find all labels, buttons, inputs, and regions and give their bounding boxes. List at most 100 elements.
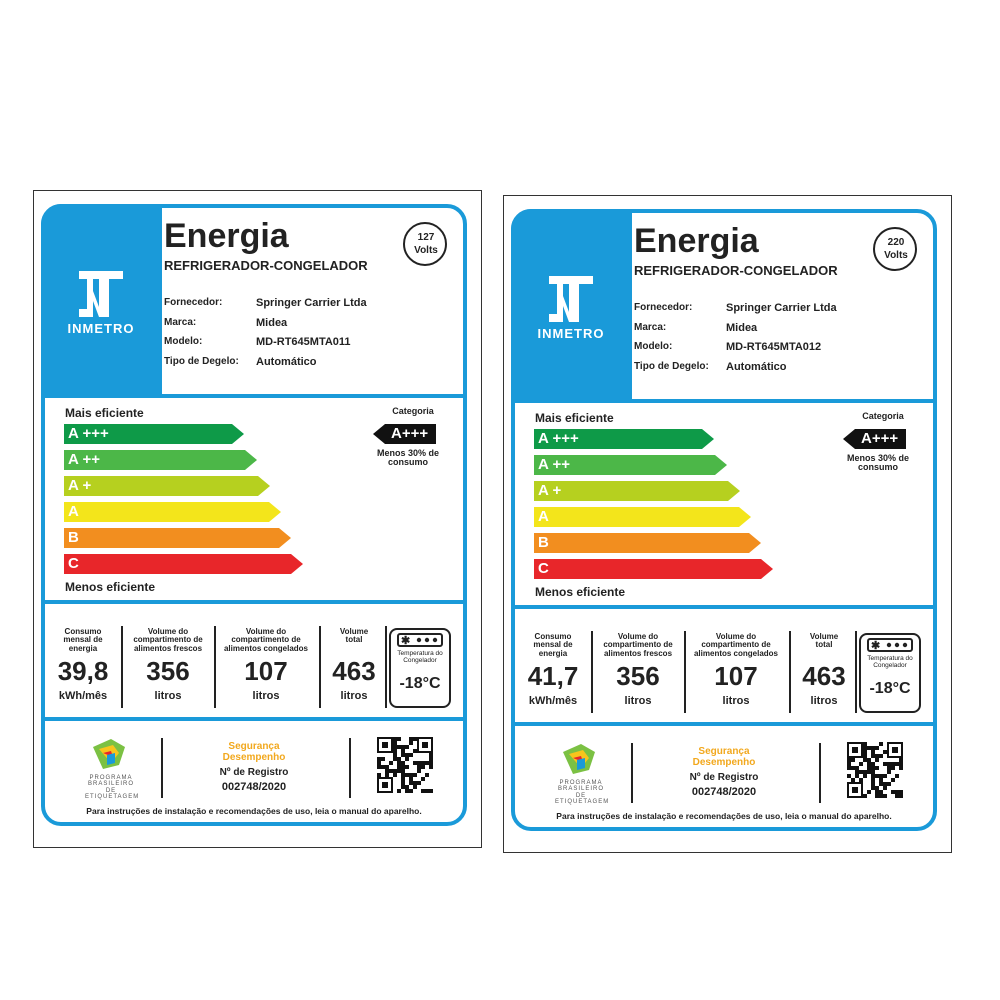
most-efficient: Mais eficiente — [65, 406, 144, 420]
voltage: 127 — [417, 232, 435, 243]
field-label: Fornecedor: — [634, 302, 693, 313]
footer: Para instruções de instalação e recomend… — [86, 806, 422, 816]
bottom-divider — [349, 738, 351, 798]
stat-unit: litros — [252, 690, 280, 702]
frame — [41, 204, 467, 826]
field-value: Automático — [256, 355, 317, 368]
category-arrow: A+++ — [373, 424, 436, 444]
stat-caption: Volume do compartimento de alimentos con… — [693, 632, 779, 658]
stat-caption: Consumo mensal de energia — [63, 627, 103, 653]
field-label: Modelo: — [634, 341, 673, 352]
stat-divider — [789, 631, 791, 713]
class-label: A — [68, 503, 79, 520]
class-bar: A + — [534, 481, 740, 501]
class-bar: B — [64, 528, 291, 548]
registry: 002748/2020 — [691, 786, 757, 798]
class-label: B — [538, 534, 549, 551]
class-label: A — [538, 508, 549, 525]
class-label: C — [538, 560, 549, 577]
seal: Segurança Desempenho — [692, 746, 756, 768]
registry: 002748/2020 — [221, 781, 287, 793]
stat-divider — [684, 631, 686, 713]
voltage-unit: Volts — [414, 245, 438, 256]
voltage-circle — [873, 227, 917, 271]
field-value: Midea — [726, 321, 758, 334]
class-label: A ++ — [68, 451, 100, 468]
stat-unit: kWh/mês — [58, 690, 108, 702]
class-label: C — [68, 555, 79, 572]
class-label: A +++ — [538, 430, 579, 447]
category: A+++ — [861, 430, 899, 447]
stat-caption: Volume total — [339, 627, 369, 645]
stat-caption: Volume do compartimento de alimentos con… — [223, 627, 309, 653]
class-bar: A ++ — [64, 450, 257, 470]
subtitle: REFRIGERADOR-CONGELADOR — [634, 263, 838, 278]
stat-divider — [855, 631, 857, 713]
bottom-divider — [819, 743, 821, 803]
qr-code — [847, 742, 903, 798]
bottom-divider — [631, 743, 633, 803]
registry-label: Nº de Registro — [219, 767, 289, 778]
least-efficient: Menos eficiente — [535, 585, 626, 599]
field-value: Automático — [726, 360, 787, 373]
voltage: 220 — [887, 237, 905, 248]
class-label: A + — [538, 482, 562, 499]
stat-caption: Volume do compartimento de alimentos fre… — [133, 627, 203, 653]
svg-text:✱: ✱ — [401, 635, 410, 647]
divider — [511, 605, 937, 609]
header-divider — [158, 204, 162, 396]
program-logo — [559, 744, 599, 776]
stat-divider — [319, 626, 321, 708]
divider — [41, 717, 467, 721]
stat-value: 356 — [616, 661, 660, 691]
seal: Segurança Desempenho — [222, 741, 286, 763]
icon: ✱ — [397, 633, 443, 647]
stat-caption: Volume do compartimento de alimentos fre… — [603, 632, 673, 658]
category-note: Menos 30% de consumo — [376, 448, 440, 468]
class-label: B — [68, 529, 79, 546]
program-logo — [89, 739, 129, 771]
class-bar: A + — [64, 476, 270, 496]
stat-unit: litros — [624, 695, 652, 707]
stat-unit: kWh/mês — [528, 695, 578, 707]
icon — [93, 739, 125, 769]
stat-caption: Consumo mensal de energia — [533, 632, 573, 658]
stat-value: 39,8 — [57, 656, 109, 686]
class-bar: A — [64, 502, 281, 522]
class-label: A + — [68, 477, 92, 494]
temp-box — [859, 633, 921, 713]
class-bar: A — [534, 507, 751, 527]
program: PROGRAMA BRASILEIRO DE ETIQUETAGEM — [555, 780, 610, 805]
temp-caption: Temperatura do Congelador — [397, 650, 443, 664]
svg-text:✱: ✱ — [871, 640, 880, 652]
temp-box — [389, 628, 451, 708]
field-label: Modelo: — [164, 336, 203, 347]
field-label: Marca: — [164, 316, 197, 328]
stat-value: 107 — [244, 656, 288, 686]
least-efficient: Menos eficiente — [65, 580, 156, 594]
bottom-divider — [161, 738, 163, 798]
icon — [563, 744, 595, 774]
freezer-icon: ✱ — [397, 633, 443, 647]
title: Energia — [164, 217, 289, 255]
temperature: -18°C — [869, 680, 911, 697]
voltage-unit: Volts — [884, 250, 908, 261]
title: Energia — [634, 222, 759, 260]
program: PROGRAMA BRASILEIRO DE ETIQUETAGEM — [85, 775, 140, 800]
stat-unit: litros — [154, 690, 182, 702]
logo-text: INMETRO — [537, 326, 605, 341]
qr-code — [377, 737, 433, 793]
stat-value: 356 — [146, 656, 190, 686]
stat-divider — [591, 631, 593, 713]
class-bar: A +++ — [64, 424, 244, 444]
class-bar: A +++ — [534, 429, 714, 449]
stat-value: 463 — [332, 656, 376, 686]
stat-unit: litros — [810, 695, 838, 707]
field-label: Fornecedor: — [164, 297, 223, 308]
field-value: Springer Carrier Ltda — [256, 297, 367, 309]
qr-code — [847, 742, 903, 798]
stat-value: 463 — [802, 661, 846, 691]
temperature: -18°C — [399, 675, 441, 692]
qr-code — [377, 737, 433, 793]
